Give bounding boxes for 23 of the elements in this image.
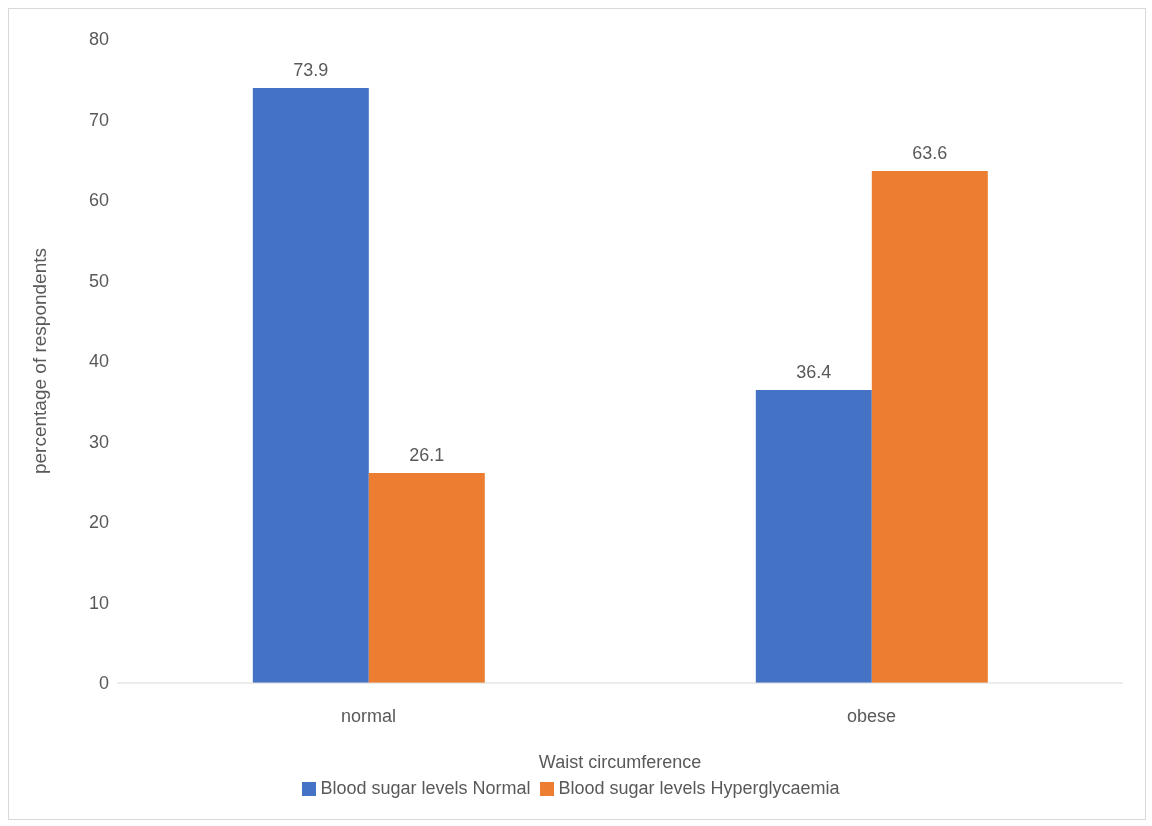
data-label: 26.1 — [409, 444, 445, 465]
y-tick-label: 40 — [88, 351, 109, 372]
data-label: 73.9 — [293, 60, 329, 81]
y-tick-label: 30 — [88, 431, 109, 452]
y-tick-label: 0 — [98, 673, 109, 694]
data-label: 36.4 — [796, 361, 832, 382]
bar — [368, 472, 485, 683]
x-axis-title: Waist circumference — [538, 752, 702, 772]
y-tick-label: 10 — [88, 592, 109, 613]
data-label: 63.6 — [912, 143, 948, 164]
y-tick-label: 70 — [88, 109, 109, 130]
bar — [252, 88, 369, 683]
bar — [755, 389, 872, 683]
y-axis-title: percentage of respondents — [28, 247, 50, 475]
y-tick-label: 60 — [88, 190, 109, 211]
y-tick-label: 20 — [88, 512, 109, 533]
bar — [871, 171, 988, 683]
legend-label: Blood sugar levels Normal — [320, 778, 531, 798]
x-tick-label: normal — [340, 705, 397, 726]
legend-label: Blood sugar levels Hyperglycaemia — [558, 778, 840, 798]
y-tick-label: 50 — [88, 270, 109, 291]
y-tick-label: 80 — [88, 29, 109, 50]
x-tick-label: obese — [846, 705, 897, 726]
